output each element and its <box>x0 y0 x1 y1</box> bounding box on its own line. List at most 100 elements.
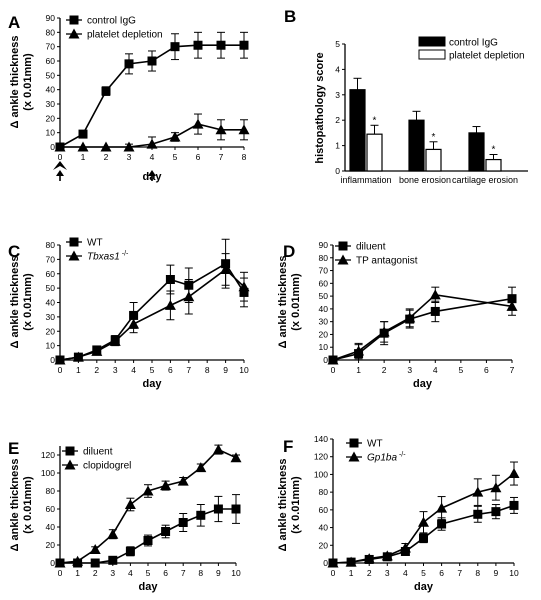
y-tick-label: 3 <box>335 90 340 100</box>
y-tick-label: 0 <box>335 166 340 176</box>
x-tick-label: 2 <box>382 365 387 375</box>
legend-label: control IgG <box>87 16 136 27</box>
data-point-triangle <box>100 141 112 152</box>
legend-label-text: Gp1ba <box>367 453 397 464</box>
y-tick-label: 90 <box>46 13 56 23</box>
y-tick-label: 70 <box>319 266 329 276</box>
data-point-triangle <box>353 345 365 356</box>
x-tick-label: 1 <box>349 568 354 578</box>
x-tick-label: 7 <box>186 365 191 375</box>
legend-label-text: clopidogrel <box>83 461 131 472</box>
x-tick-label: 1 <box>75 568 80 578</box>
x-tick-label: 5 <box>458 365 463 375</box>
panel-letter: F <box>283 437 293 456</box>
data-point-square <box>101 86 111 96</box>
y-tick-label: 90 <box>319 240 329 250</box>
series-line-triangle <box>332 293 513 361</box>
panel-c-chart: C 0 10 20 30 40 50 60 70 80 0 1 2 3 4 5 6 7 8 9 10 day Δ ankle… <box>8 237 250 390</box>
legend-label-text: Tbxas1 <box>87 252 120 263</box>
legend-label: platelet depletion <box>449 51 525 62</box>
panel-f-chart: F 0 20 40 60 80 100 120 140 0 1 2 3 4 5 6 7 8 9 10 day Δ ankl… <box>277 434 520 593</box>
legend-marker-square <box>65 446 75 456</box>
y-axis-title: Δ ankle thickness <box>9 459 21 552</box>
data-point-square <box>178 518 188 527</box>
y-tick-label: 2 <box>335 115 340 125</box>
x-tick-label: 6 <box>439 568 444 578</box>
legend-marker-triangle <box>64 459 76 470</box>
y-tick-label: 40 <box>46 522 56 532</box>
panel-a-chart: A0102030405060708090012345678dayΔ ankle … <box>8 13 250 183</box>
panel-e-chart: E 0 20 40 60 80 100 120 0 1 2 3 4 5 6 7 8 9 10 day Δ ankle t… <box>8 439 242 593</box>
data-point-triangle <box>490 482 502 493</box>
y-tick-label: 20 <box>46 540 56 550</box>
data-point-square <box>239 40 249 50</box>
y-tick-label: 50 <box>46 283 56 293</box>
data-point-triangle <box>404 312 416 323</box>
data-point-triangle <box>177 475 189 486</box>
legend-swatch <box>418 49 446 60</box>
y-axis-subtitle: (x 0.01mm) <box>22 476 34 534</box>
x-tick-label: 6 <box>163 568 168 578</box>
bar <box>485 158 502 172</box>
data-point-triangle <box>472 486 484 497</box>
data-point-square <box>430 306 440 316</box>
y-tick-label: 0 <box>323 355 328 365</box>
significance-marker: * <box>432 132 436 143</box>
x-tick-label: 1 <box>356 365 361 375</box>
x-tick-label: 7 <box>181 568 186 578</box>
y-tick-label: 140 <box>314 434 328 444</box>
y-axis-title: Δ ankle thickness <box>9 36 21 129</box>
y-tick-label: 0 <box>323 558 328 568</box>
y-tick-label: 20 <box>319 329 329 339</box>
data-point-triangle <box>506 300 518 311</box>
x-tick-label: 7 <box>219 152 224 162</box>
x-tick-label: 5 <box>150 365 155 375</box>
x-tick-label: 4 <box>150 152 155 162</box>
x-tick-label: 6 <box>168 365 173 375</box>
data-point-triangle <box>327 557 339 568</box>
legend-label-text: diluent <box>83 447 113 458</box>
data-point-square <box>170 42 180 52</box>
x-tick-label: 6 <box>484 365 489 375</box>
y-tick-label: 120 <box>41 450 55 460</box>
x-tick-label: 4 <box>433 365 438 375</box>
data-point-square <box>437 519 447 529</box>
series-line-square <box>59 262 245 361</box>
panel-letter: D <box>283 242 295 261</box>
x-tick-label: 10 <box>509 568 519 578</box>
y-tick-label: 40 <box>319 304 329 314</box>
data-point-triangle <box>238 124 250 135</box>
x-axis-title: day <box>413 378 433 390</box>
y-tick-label: 0 <box>50 558 55 568</box>
data-point-triangle <box>508 468 520 479</box>
data-point-square <box>231 504 241 514</box>
data-point-triangle <box>195 462 207 473</box>
y-tick-label: 100 <box>314 469 328 479</box>
y-tick-label: 5 <box>335 39 340 49</box>
data-point-square <box>165 275 175 284</box>
data-point-square <box>125 546 135 556</box>
x-axis-title: day <box>139 581 159 593</box>
bar <box>425 148 442 172</box>
legend-marker-square <box>69 237 79 247</box>
legend-label-text: diluent <box>356 242 386 253</box>
y-tick-label: 60 <box>46 269 56 279</box>
y-axis-title: Δ ankle thickness <box>277 256 289 349</box>
x-tick-label: 8 <box>242 152 247 162</box>
data-point-square <box>419 533 428 543</box>
bar <box>349 89 366 172</box>
data-point-triangle <box>192 118 204 129</box>
y-tick-label: 20 <box>319 540 329 550</box>
legend-marker-triangle <box>68 28 80 39</box>
category-label: cartilage erosion <box>452 175 518 185</box>
x-tick-label: 10 <box>239 365 249 375</box>
legend-marker-triangle <box>348 451 360 462</box>
y-tick-label: 70 <box>46 42 56 52</box>
y-tick-label: 80 <box>46 27 56 37</box>
x-tick-label: 1 <box>81 152 86 162</box>
x-tick-label: 3 <box>407 365 412 375</box>
y-tick-label: 10 <box>319 342 329 352</box>
significance-marker: * <box>373 115 377 126</box>
panel-d-chart: D 0 10 20 30 40 50 60 70 80 90 0 1 2 3 4 5 6 7 day Δ ankle t… <box>277 240 518 390</box>
x-tick-label: 7 <box>457 568 462 578</box>
